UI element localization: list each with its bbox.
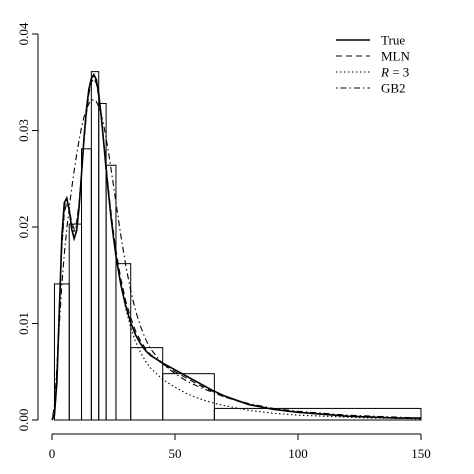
- histogram-bar-2: [81, 148, 92, 421]
- y-tick-label-2: 0.02: [16, 216, 31, 239]
- y-tick-label-0: 0.00: [16, 409, 31, 432]
- curve-mln: [51, 77, 421, 421]
- y-tick-label-4: 0.04: [16, 22, 31, 45]
- curve-true: [51, 72, 421, 421]
- x-axis-ticks: 0 50 100 150: [49, 434, 431, 461]
- legend-entry-true: True: [336, 33, 405, 48]
- x-axis: 0 50 100 150: [49, 433, 431, 461]
- x-tick-label-2: 100: [288, 446, 308, 461]
- legend-label-r3-rest: = 3: [389, 65, 409, 80]
- legend-entry-mln: MLN: [336, 49, 411, 64]
- histogram-bar-9: [213, 407, 422, 421]
- legend-label-r3: R = 3: [380, 65, 409, 80]
- legend-label-r3-italic: R: [380, 65, 389, 80]
- y-axis: 0.00 0.01 0.02 0.03 0.04: [16, 22, 39, 431]
- curve-r-3: [51, 75, 422, 421]
- x-tick-label-1: 50: [169, 446, 182, 461]
- histogram-bar-6: [115, 263, 132, 421]
- legend-label-gb2: GB2: [381, 81, 406, 96]
- histogram-bars: [53, 71, 422, 421]
- y-tick-label-3: 0.03: [16, 119, 31, 142]
- legend-entry-gb2: GB2: [336, 81, 406, 96]
- histogram-bar-3: [90, 71, 100, 421]
- y-tick-label-1: 0.01: [16, 312, 31, 335]
- histogram-bar-0: [53, 283, 70, 421]
- histogram-bar-8: [162, 373, 215, 421]
- histogram-bar-5: [105, 164, 117, 421]
- density-curves: [51, 72, 422, 421]
- legend-label-true: True: [381, 33, 405, 48]
- x-tick-label-0: 0: [49, 446, 56, 461]
- y-axis-ticks: 0.00 0.01 0.02 0.03 0.04: [16, 22, 38, 431]
- legend: True MLN R = 3 GB2: [336, 33, 411, 96]
- legend-entry-r3: R = 3: [336, 65, 409, 80]
- curve-gb2: [51, 98, 422, 421]
- legend-label-mln: MLN: [381, 49, 411, 64]
- histogram-bar-1: [68, 223, 83, 421]
- x-tick-label-3: 150: [411, 446, 431, 461]
